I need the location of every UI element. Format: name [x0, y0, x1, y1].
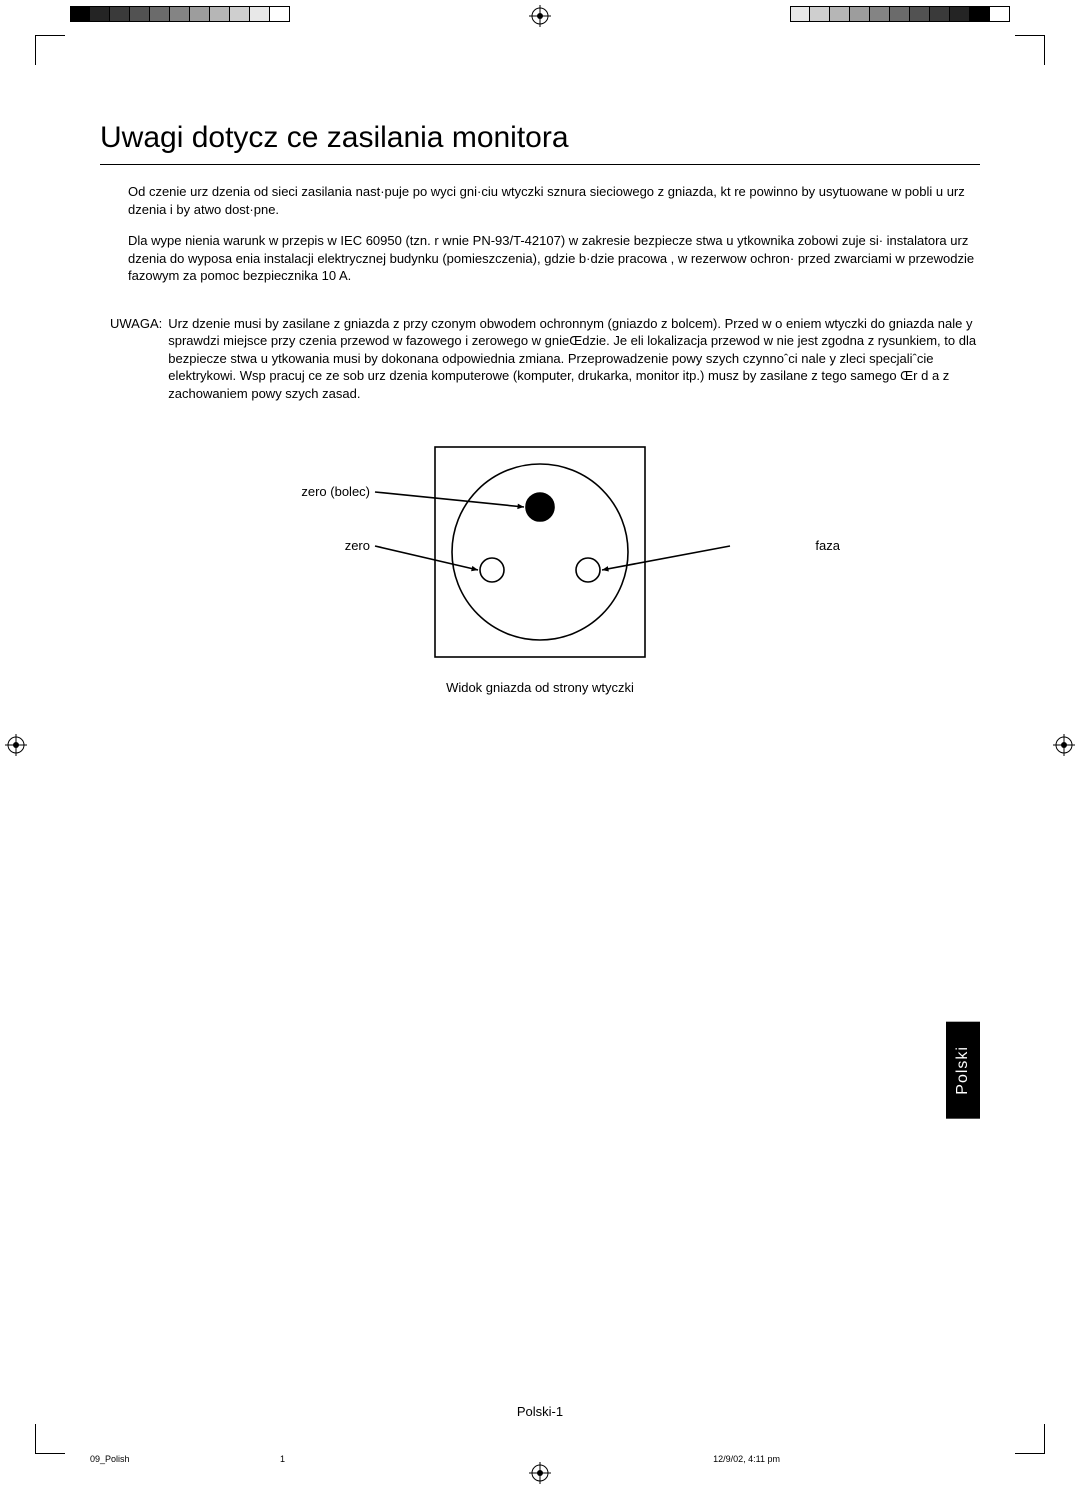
- wedge-swatch: [250, 6, 270, 22]
- wedge-swatch: [150, 6, 170, 22]
- wedge-swatch: [110, 6, 130, 22]
- page-number: Polski-1: [0, 1404, 1080, 1419]
- wedge-swatch: [790, 6, 810, 22]
- label-zero: zero: [250, 538, 370, 553]
- wedge-swatch: [830, 6, 850, 22]
- wedge-swatch: [930, 6, 950, 22]
- wedge-swatch: [190, 6, 210, 22]
- wedge-swatch: [970, 6, 990, 22]
- wedge-swatch: [910, 6, 930, 22]
- page: Uwagi dotycz ce zasilania monitora Od cz…: [0, 0, 1080, 1489]
- wedge-swatch: [210, 6, 230, 22]
- registration-mark-left: [5, 734, 27, 756]
- note-block: UWAGA: Urz dzenie musi by zasilane z gni…: [110, 315, 980, 403]
- crop-mark-br: [1015, 1424, 1045, 1454]
- socket-svg: [230, 442, 850, 672]
- socket-diagram: zero (bolec) zero faza Widok gniazda od …: [230, 442, 850, 695]
- wedge-swatch: [810, 6, 830, 22]
- note-body: Urz dzenie musi by zasilane z gniazda z …: [168, 315, 980, 403]
- paragraph-2: Dla wype nienia warunk w przepis w IEC 6…: [128, 232, 980, 285]
- wedge-swatch: [90, 6, 110, 22]
- gray-step-wedge-right: [790, 6, 1010, 22]
- wedge-swatch: [950, 6, 970, 22]
- registration-mark-bottom: [529, 1462, 551, 1484]
- label-faza: faza: [815, 538, 840, 553]
- registration-mark-right: [1053, 734, 1075, 756]
- registration-mark-top: [529, 5, 551, 27]
- gray-step-wedge-left: [70, 6, 290, 22]
- wedge-swatch: [990, 6, 1010, 22]
- wedge-swatch: [870, 6, 890, 22]
- footer-filename: 09_Polish: [90, 1454, 130, 1464]
- wedge-swatch: [270, 6, 290, 22]
- wedge-swatch: [890, 6, 910, 22]
- crop-mark-bl: [35, 1424, 65, 1454]
- label-zero-bolec: zero (bolec): [250, 484, 370, 499]
- diagram-caption: Widok gniazda od strony wtyczki: [230, 680, 850, 695]
- page-title: Uwagi dotycz ce zasilania monitora: [100, 120, 980, 165]
- wedge-swatch: [130, 6, 150, 22]
- wedge-swatch: [170, 6, 190, 22]
- wedge-swatch: [850, 6, 870, 22]
- footer-datetime: 12/9/02, 4:11 pm: [713, 1454, 780, 1464]
- note-label: UWAGA:: [110, 315, 168, 403]
- language-tab: Polski: [946, 1022, 980, 1119]
- footer-sheet: 1: [280, 1454, 285, 1464]
- wedge-swatch: [230, 6, 250, 22]
- paragraph-1: Od czenie urz dzenia od sieci zasilania …: [128, 183, 980, 218]
- crop-mark-tl: [35, 35, 65, 65]
- content-area: Uwagi dotycz ce zasilania monitora Od cz…: [100, 120, 980, 695]
- wedge-swatch: [70, 6, 90, 22]
- crop-mark-tr: [1015, 35, 1045, 65]
